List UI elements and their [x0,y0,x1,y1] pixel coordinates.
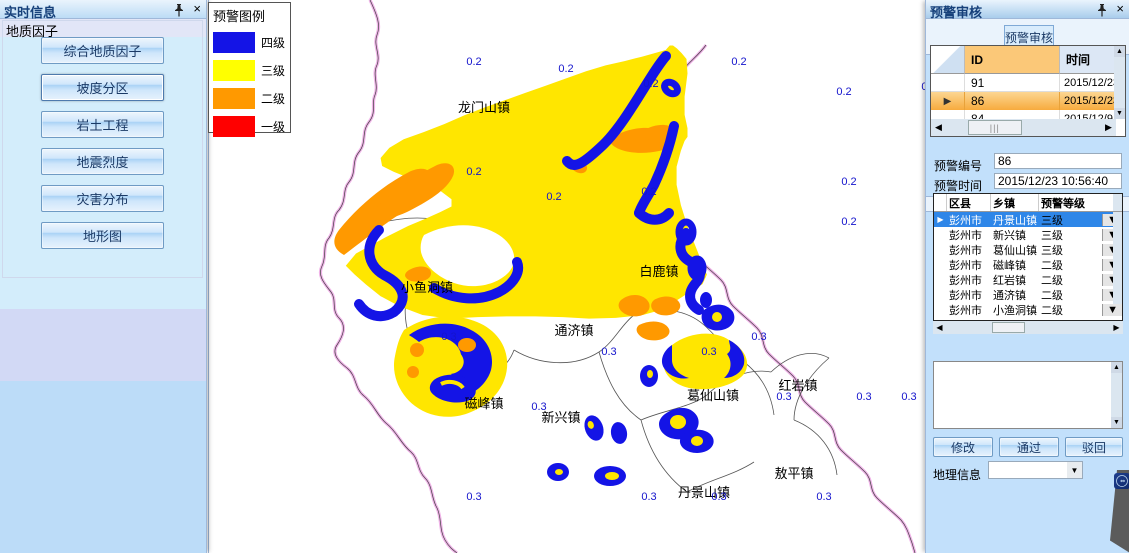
svg-text:0.3: 0.3 [856,391,871,403]
svg-text:通济镇: 通济镇 [554,323,593,338]
svg-text:敖平镇: 敖平镇 [774,466,813,481]
svg-text:龙门山镇: 龙门山镇 [458,100,510,115]
svg-text:0.2: 0.2 [466,56,481,68]
svg-text:0.3: 0.3 [816,491,831,503]
svg-text:0.2: 0.2 [546,191,561,203]
svg-text:0.2: 0.2 [466,166,481,178]
svg-text:0.3: 0.3 [776,391,791,403]
svg-text:0.3: 0.3 [641,491,656,503]
svg-text:0.2: 0.2 [558,63,573,75]
svg-text:0.3: 0.3 [531,401,546,413]
svg-text:0.2: 0.2 [641,186,656,198]
svg-text:0.3: 0.3 [466,491,481,503]
svg-text:0.2: 0.2 [731,56,746,68]
svg-text:小鱼洞镇: 小鱼洞镇 [401,280,453,295]
svg-text:0.2: 0.2 [836,86,851,98]
svg-text:0.2: 0.2 [841,216,856,228]
svg-text:0.3: 0.3 [901,391,916,403]
svg-text:0.3: 0.3 [701,346,716,358]
svg-text:0.3: 0.3 [441,331,456,343]
svg-text:磁峰镇: 磁峰镇 [464,396,503,411]
svg-text:0.3: 0.3 [751,331,766,343]
svg-text:白鹿镇: 白鹿镇 [639,264,678,279]
svg-text:0.2: 0.2 [643,78,658,90]
svg-text:葛仙山镇: 葛仙山镇 [687,388,739,403]
svg-text:0.3: 0.3 [711,491,726,503]
svg-text:0.2: 0.2 [841,176,856,188]
svg-text:0.3: 0.3 [601,346,616,358]
svg-text:新兴镇: 新兴镇 [541,410,580,425]
